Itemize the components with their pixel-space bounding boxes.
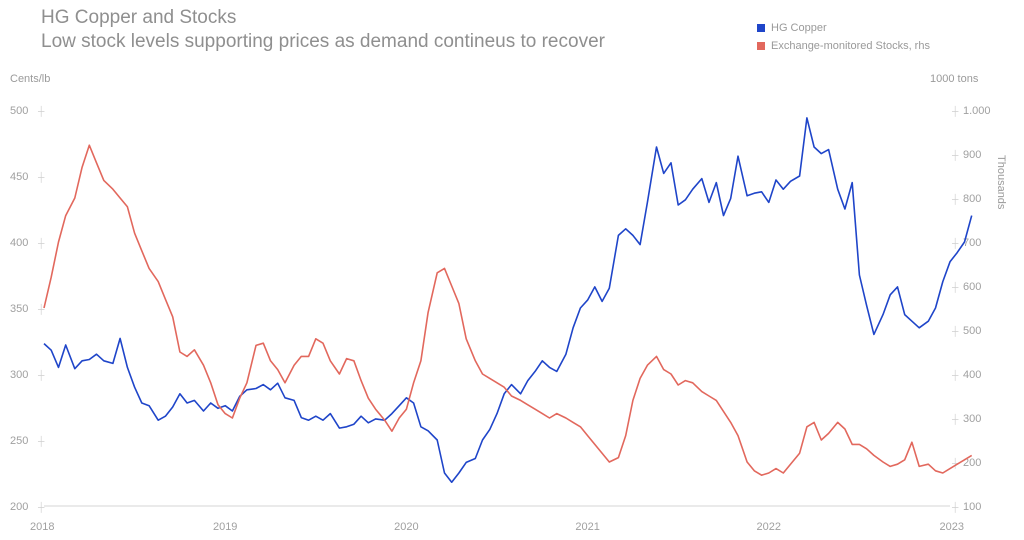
- y-left-tick-label: 200: [10, 501, 28, 513]
- y-right-tick-mark: ┼: [951, 105, 959, 117]
- y-left-tick-label: 300: [10, 369, 28, 381]
- y-right-tick-mark: ┼: [951, 237, 959, 249]
- series-line-stocks: [43, 144, 973, 476]
- y-left-tick-mark: ┼: [37, 237, 45, 249]
- y-right-tick-label: 1.000: [963, 105, 991, 117]
- chart-title: HG Copper and Stocks: [41, 7, 237, 28]
- y-right-tick-label: 800: [963, 193, 981, 205]
- x-tick-label: 2018: [30, 521, 54, 533]
- y-left-tick-label: 400: [10, 237, 28, 249]
- y-left-tick-mark: ┼: [37, 105, 45, 117]
- legend-item-copper[interactable]: HG Copper: [757, 22, 827, 34]
- y-left-tick-mark: ┼: [37, 303, 45, 315]
- series-line-copper: [43, 117, 973, 483]
- x-tick-label: 2020: [394, 521, 418, 533]
- y-left-tick-label: 250: [10, 435, 28, 447]
- x-tick-label: 2019: [213, 521, 237, 533]
- legend-swatch-stocks: [757, 42, 765, 50]
- y-left-tick-mark: ┼: [37, 435, 45, 447]
- chart-subtitle: Low stock levels supporting prices as de…: [41, 31, 605, 52]
- y-right-tick-label: 200: [963, 457, 981, 469]
- y-right-tick-mark: ┼: [951, 369, 959, 381]
- y-left-tick-label: 350: [10, 303, 28, 315]
- y-right-tick-mark: ┼: [951, 501, 959, 513]
- legend-label-copper: HG Copper: [771, 22, 827, 34]
- y-left-tick-label: 500: [10, 105, 28, 117]
- right-axis-unit: 1000 tons: [930, 73, 979, 85]
- y-right-tick-label: 300: [963, 413, 981, 425]
- y-right-tick-mark: ┼: [951, 457, 959, 469]
- y-right-tick-mark: ┼: [951, 281, 959, 293]
- y-right-tick-label: 900: [963, 149, 981, 161]
- y-left-tick-mark: ┼: [37, 501, 45, 513]
- y-left-tick-mark: ┼: [37, 369, 45, 381]
- legend-item-stocks[interactable]: Exchange-monitored Stocks, rhs: [757, 40, 930, 52]
- legend-swatch-copper: [757, 24, 765, 32]
- x-tick-label: 2023: [940, 521, 964, 533]
- x-tick-label: 2022: [757, 521, 781, 533]
- legend-label-stocks: Exchange-monitored Stocks, rhs: [771, 40, 930, 52]
- x-tick-label: 2021: [575, 521, 599, 533]
- y-right-tick-label: 500: [963, 325, 981, 337]
- y-right-tick-mark: ┼: [951, 413, 959, 425]
- y-left-tick-mark: ┼: [37, 171, 45, 183]
- y-left-tick-label: 450: [10, 171, 28, 183]
- y-right-tick-mark: ┼: [951, 149, 959, 161]
- y-right-tick-label: 600: [963, 281, 981, 293]
- left-axis-unit: Cents/lb: [10, 73, 51, 85]
- y-right-tick-label: 700: [963, 237, 981, 249]
- y-right-tick-mark: ┼: [951, 325, 959, 337]
- y-right-tick-mark: ┼: [951, 193, 959, 205]
- y-right-tick-label: 400: [963, 369, 981, 381]
- y-right-tick-label: 100: [963, 501, 981, 513]
